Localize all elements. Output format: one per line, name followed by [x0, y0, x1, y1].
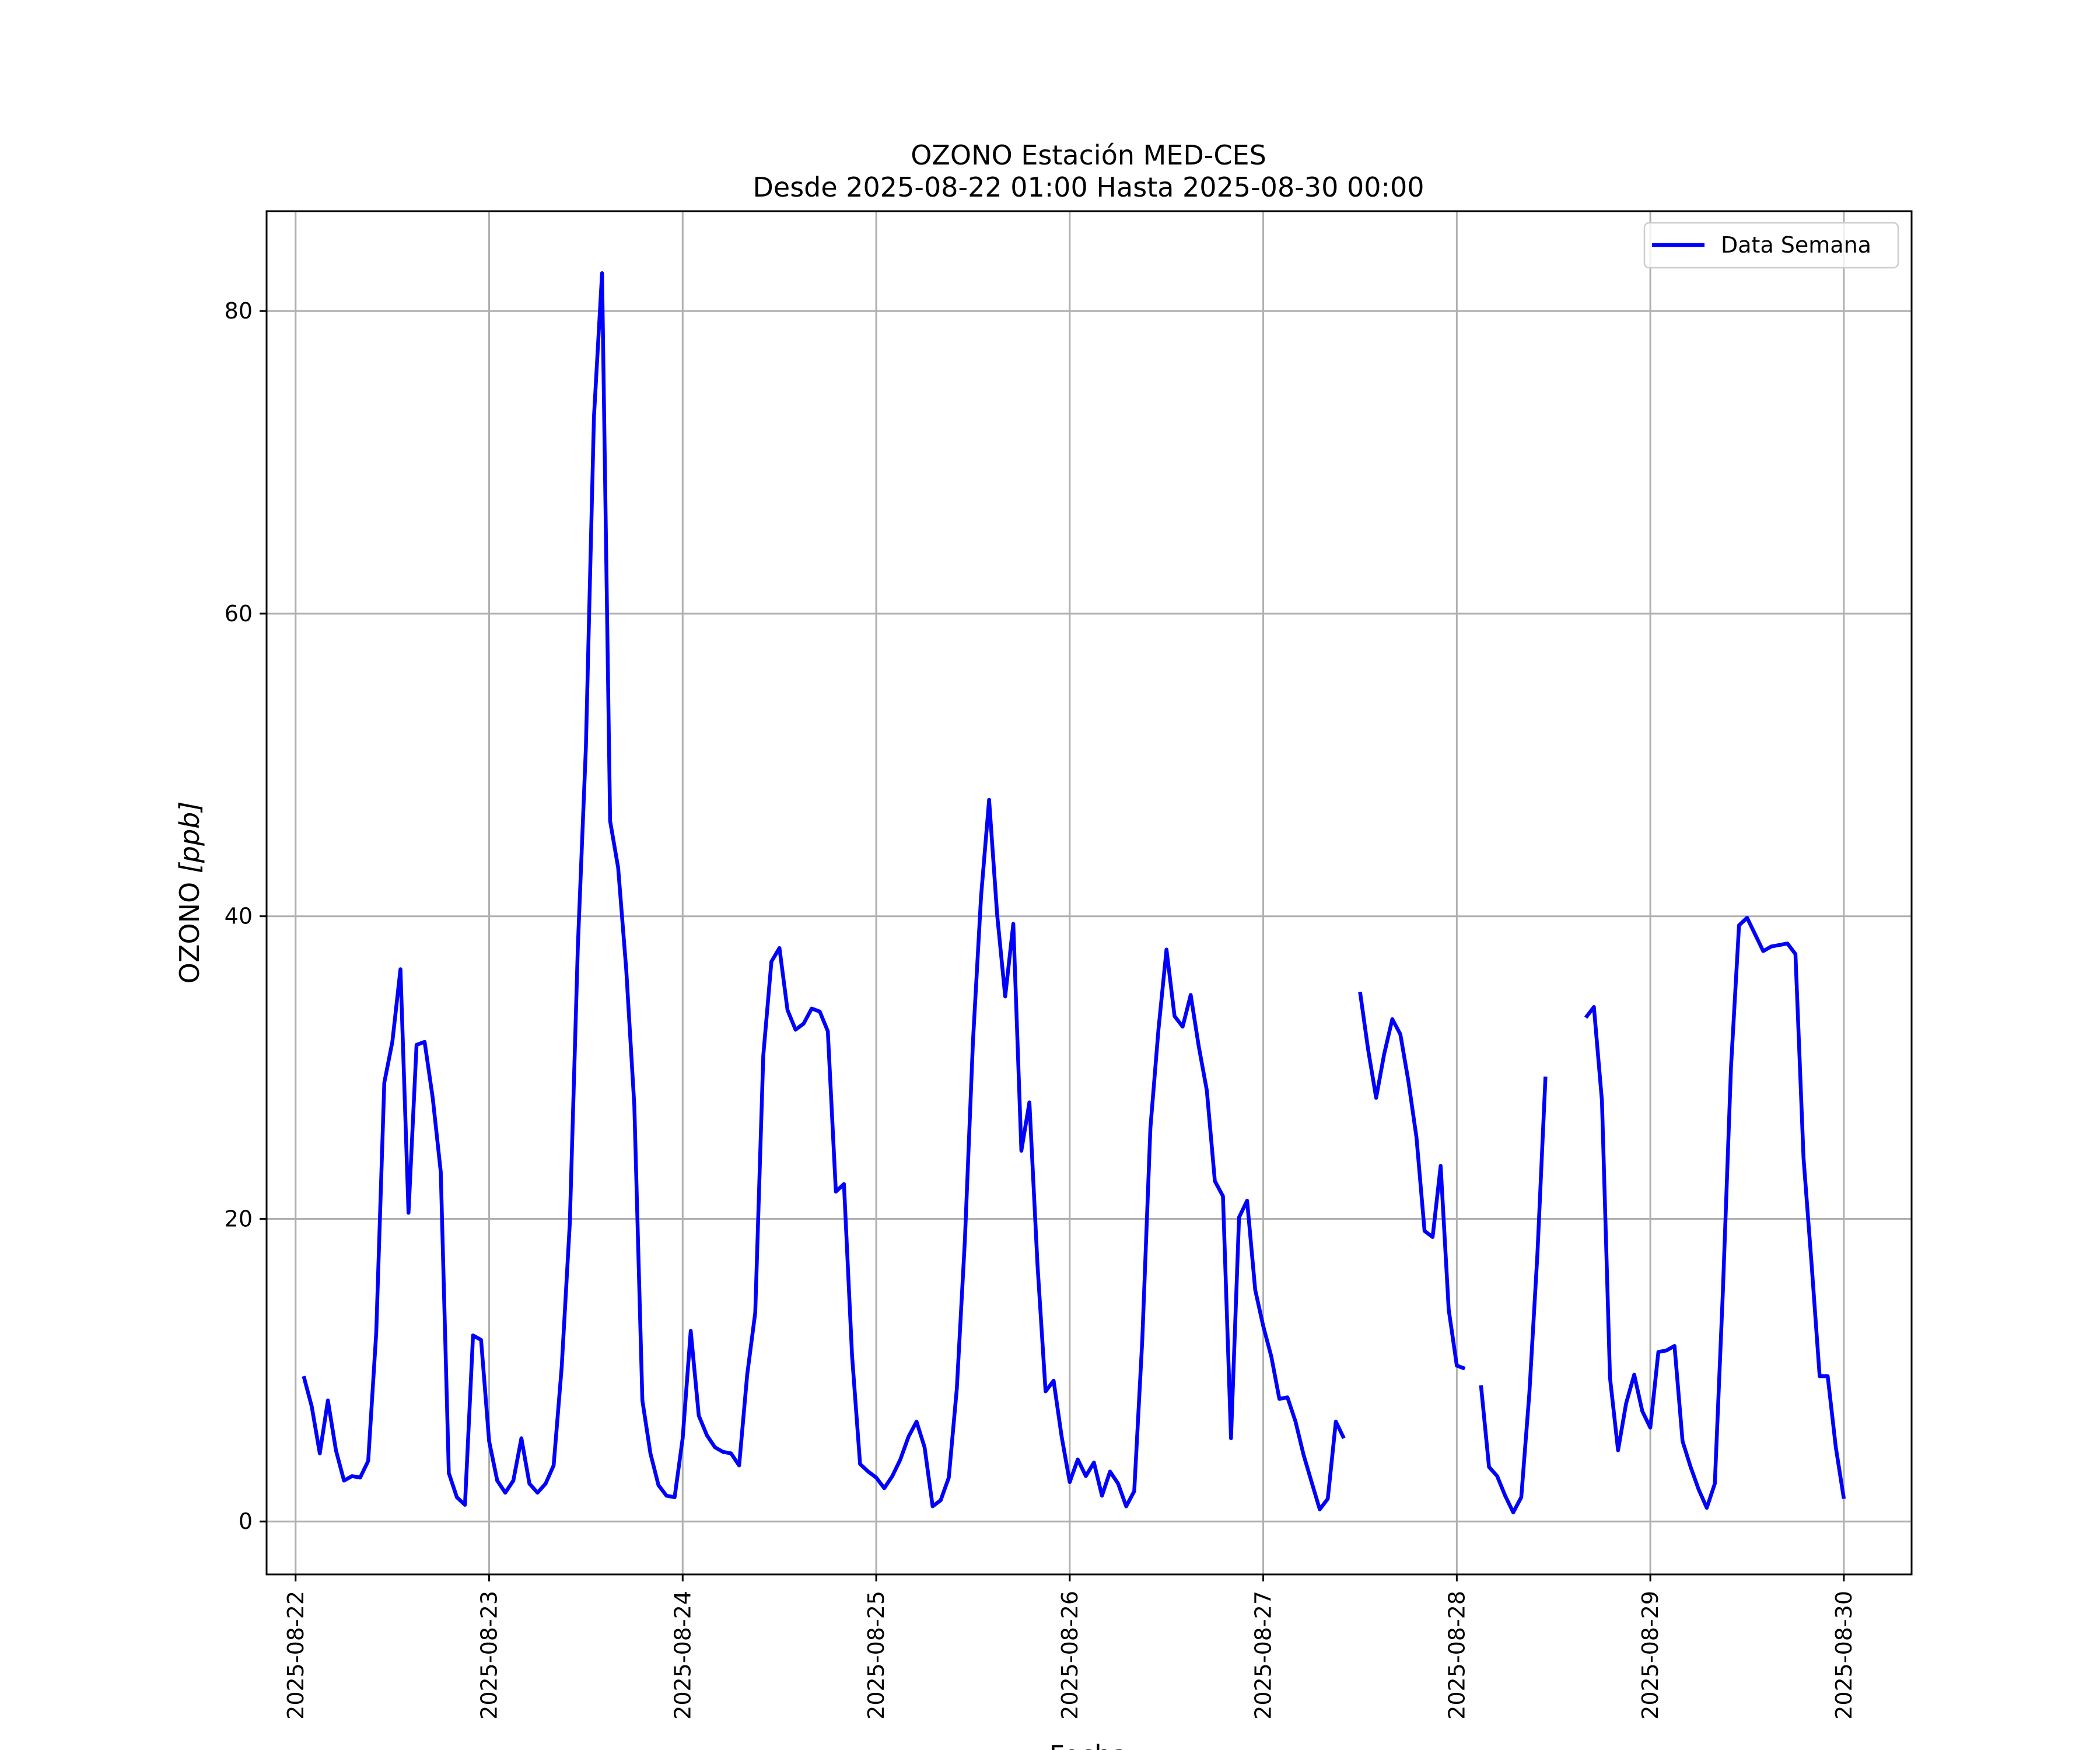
x-tick-label: 2025-08-22 [283, 1591, 309, 1720]
series-layer [302, 271, 1846, 1514]
y-tick-label: 20 [225, 1206, 253, 1231]
y-axis-title: OZONO [ppb] [174, 802, 205, 984]
legend: Data Semana [1643, 222, 1899, 269]
x-tick-label: 2025-08-23 [477, 1591, 502, 1720]
x-tick-label: 2025-08-27 [1251, 1591, 1276, 1720]
series-line-segment [302, 271, 1346, 1511]
x-tick-label: 2025-08-24 [670, 1591, 695, 1720]
y-tick-label: 80 [225, 298, 253, 324]
series-line-segment [1479, 1076, 1548, 1514]
chart-title: OZONO Estación MED-CES [911, 139, 1266, 171]
x-tick-label: 2025-08-28 [1444, 1591, 1469, 1720]
x-axis-title: Fecha [1049, 1740, 1128, 1750]
legend-box [1643, 222, 1899, 269]
y-tick-label: 0 [239, 1508, 253, 1534]
y-axis: 0 20 40 60 80 [225, 298, 267, 1534]
x-axis: 2025-08-22 2025-08-23 2025-08-24 2025-08-25… [283, 1574, 1857, 1720]
y-tick-label: 40 [225, 904, 253, 929]
series-line-segment [1584, 916, 1846, 1510]
x-tick-label: 2025-08-30 [1831, 1591, 1857, 1720]
x-tick-label: 2025-08-25 [863, 1591, 889, 1720]
plot-frame [265, 210, 1913, 1576]
y-tick-label: 60 [225, 601, 253, 626]
x-tick-label: 2025-08-26 [1057, 1591, 1083, 1720]
x-tick-label: 2025-08-29 [1637, 1591, 1663, 1720]
series-line-segment [1358, 991, 1466, 1371]
legend-label: Data Semana [1721, 232, 1871, 258]
y-axis-title-unit: [ppb] [174, 802, 205, 874]
y-axis-title-main: OZONO [174, 873, 205, 984]
gridlines [267, 211, 1912, 1574]
chart-subtitle: Desde 2025-08-22 01:00 Hasta 2025-08-30 … [752, 172, 1424, 203]
